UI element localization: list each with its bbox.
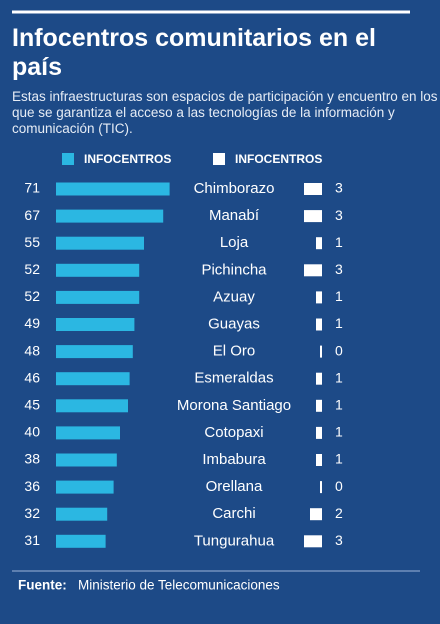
category-label: Chimborazo [194, 180, 275, 197]
left-value-label: 52 [24, 288, 40, 304]
bar [316, 318, 322, 331]
bar [56, 453, 117, 467]
category-label: Pichincha [201, 261, 267, 278]
left-value-label: 71 [24, 180, 40, 196]
right-value-label: 1 [335, 451, 343, 467]
left-value-label: 36 [24, 478, 40, 494]
bar [56, 290, 140, 304]
left-value-label: 55 [24, 234, 40, 250]
bar [316, 399, 322, 412]
bar [56, 426, 120, 440]
bar [304, 264, 322, 277]
bar [310, 508, 322, 521]
bar [56, 182, 170, 196]
left-value-label: 67 [24, 207, 40, 223]
bar [316, 372, 322, 385]
right-value-label: 3 [335, 261, 343, 277]
bar [56, 345, 133, 359]
left-value-label: 31 [24, 532, 40, 548]
right-value-label: 3 [335, 532, 343, 548]
bar [56, 318, 135, 331]
category-label: Loja [220, 234, 249, 251]
left-value-label: 52 [24, 261, 40, 277]
bar [304, 183, 322, 195]
left-value-label: 49 [24, 315, 40, 331]
right-value-label: 0 [335, 342, 343, 358]
category-label: Guayas [208, 315, 260, 332]
right-value-label: 1 [335, 315, 343, 331]
bar [316, 237, 322, 250]
bar [56, 480, 114, 494]
category-label: Imbabura [202, 451, 266, 468]
category-label: Cotopaxi [204, 424, 263, 441]
bar [320, 345, 322, 358]
bar [304, 535, 322, 548]
category-label: Manabí [209, 207, 260, 224]
category-label: Orellana [206, 478, 263, 495]
chart-title: Infocentros comunitarios en el país [12, 24, 376, 81]
source: Ministerio de Telecomunicaciones [78, 578, 280, 593]
bar [56, 209, 164, 223]
right-value-label: 0 [335, 478, 343, 494]
bar [56, 399, 128, 413]
bar [56, 236, 144, 250]
left-value-label: 40 [24, 424, 40, 440]
right-value-label: 1 [335, 397, 343, 413]
source-label: Fuente: [18, 578, 67, 593]
left-value-label: 46 [24, 369, 40, 385]
category-label: Carchi [212, 505, 255, 522]
legend-label: INFOCENTROS [84, 152, 171, 166]
category-label: Tungurahua [194, 532, 275, 549]
legend-swatch [213, 153, 225, 165]
right-value-label: 1 [335, 288, 343, 304]
category-label: Morona Santiago [177, 397, 291, 414]
legend-label: INFOCENTROS [235, 152, 322, 166]
left-value-label: 32 [24, 505, 40, 521]
bar [316, 454, 322, 466]
right-value-label: 3 [335, 207, 343, 223]
bar [316, 291, 322, 304]
right-value-label: 2 [335, 505, 343, 521]
bar [56, 534, 106, 548]
right-value-label: 1 [335, 424, 343, 440]
bar [320, 481, 322, 494]
bar [56, 263, 140, 277]
category-label: Azuay [213, 288, 255, 305]
chart-subtitle: Estas infraestructuras son espacios de p… [12, 89, 438, 136]
category-label: El Oro [213, 343, 256, 360]
left-value-label: 45 [24, 397, 40, 413]
right-value-label: 3 [335, 180, 343, 196]
category-label: Esmeraldas [194, 370, 273, 387]
right-value-label: 1 [335, 369, 343, 385]
bar [316, 426, 322, 439]
left-value-label: 48 [24, 342, 40, 358]
left-value-label: 38 [24, 451, 40, 467]
legend-swatch [62, 153, 74, 165]
right-value-label: 1 [335, 234, 343, 250]
bar [304, 210, 322, 223]
bar [56, 507, 108, 521]
bar [56, 372, 130, 386]
